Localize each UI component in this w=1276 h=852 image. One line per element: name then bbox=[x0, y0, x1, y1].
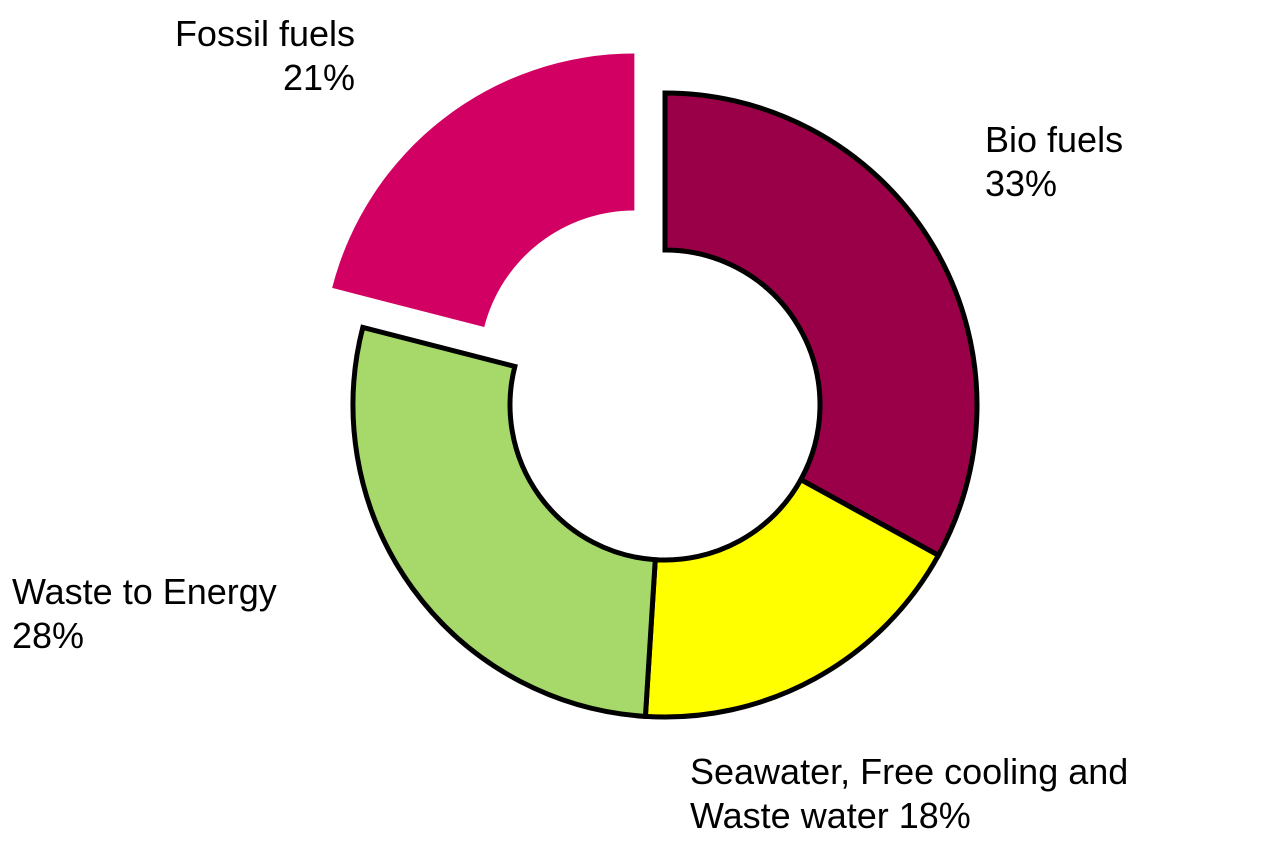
slice-label: Seawater, Free cooling and Waste water 1… bbox=[690, 750, 1230, 838]
value-label: 28% bbox=[12, 615, 85, 656]
slice-label: Waste to Energy 28% bbox=[12, 570, 277, 658]
slice-label: Bio fuels 33% bbox=[985, 118, 1123, 206]
donut-slice bbox=[350, 324, 658, 720]
donut-slice bbox=[662, 90, 980, 559]
value-label: 21% bbox=[282, 57, 355, 98]
donut-slice bbox=[332, 53, 635, 327]
category-label: Bio fuels bbox=[985, 119, 1124, 160]
slice-label: Fossil fuels 21% bbox=[175, 12, 355, 100]
value-label: 33% bbox=[985, 163, 1058, 204]
category-label: Fossil fuels bbox=[174, 13, 355, 54]
donut-slice bbox=[642, 476, 942, 720]
value-label: 18% bbox=[898, 795, 971, 836]
category-label: Seawater, Free cooling and Waste water bbox=[690, 751, 1129, 836]
category-label: Waste to Energy bbox=[12, 571, 277, 612]
